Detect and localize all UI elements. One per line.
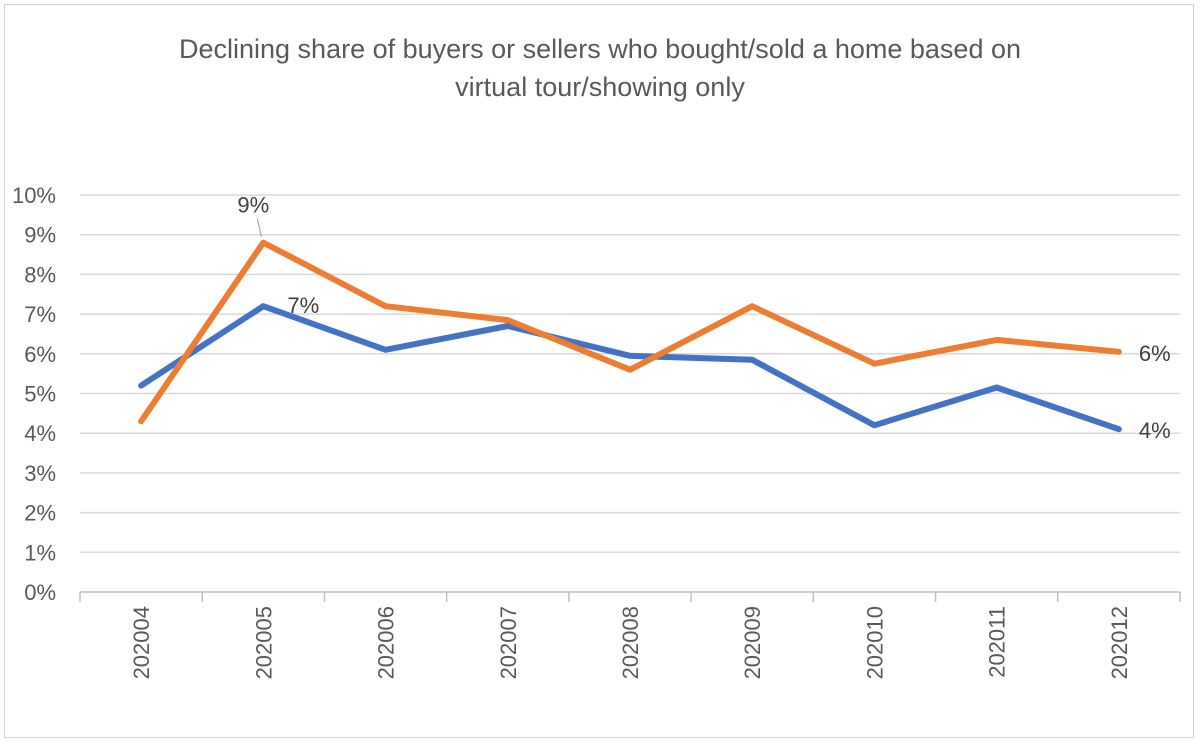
y-tick-label: 0%	[24, 580, 56, 605]
y-tick-label: 4%	[24, 421, 56, 446]
data-label-leader	[256, 218, 262, 237]
data-point	[996, 339, 998, 341]
x-tick-label: 202009	[740, 606, 765, 679]
chart-title-line-2: virtual tour/showing only	[455, 72, 745, 102]
data-point	[1118, 351, 1120, 353]
y-tick-label: 3%	[24, 461, 56, 486]
x-tick-label: 202012	[1107, 606, 1132, 679]
data-point	[629, 369, 631, 371]
data-point	[629, 355, 631, 357]
data-point	[140, 385, 142, 387]
data-point	[140, 420, 142, 422]
data-point	[751, 359, 753, 361]
data-point	[507, 325, 509, 327]
data-label: 9%	[237, 193, 269, 218]
data-point	[751, 305, 753, 307]
y-tick-label: 9%	[24, 223, 56, 248]
y-tick-label: 1%	[24, 540, 56, 565]
data-point	[385, 305, 387, 307]
data-label: 4%	[1139, 418, 1171, 443]
y-tick-label: 8%	[24, 262, 56, 287]
y-tick-label: 10%	[12, 183, 56, 208]
x-tick-label: 202008	[618, 606, 643, 679]
x-tick-label: 202005	[251, 606, 276, 679]
chart-frame	[4, 4, 1194, 738]
data-label: 7%	[287, 293, 319, 318]
y-tick-label: 6%	[24, 342, 56, 367]
y-tick-label: 2%	[24, 501, 56, 526]
data-point	[996, 387, 998, 389]
data-point	[262, 242, 264, 244]
data-label: 6%	[1139, 341, 1171, 366]
y-tick-label: 5%	[24, 382, 56, 407]
data-point	[873, 424, 875, 426]
data-point	[385, 349, 387, 351]
x-tick-label: 202004	[129, 606, 154, 679]
x-tick-label: 202011	[985, 606, 1010, 678]
x-tick-label: 202010	[862, 606, 887, 679]
x-tick-label: 202007	[496, 606, 521, 679]
chart-title-line-1: Declining share of buyers or sellers who…	[179, 34, 1021, 64]
data-point	[507, 319, 509, 321]
chart-title: Declining share of buyers or sellers who…	[0, 30, 1200, 106]
y-tick-label: 7%	[24, 302, 56, 327]
data-point	[1118, 428, 1120, 430]
x-tick-label: 202006	[374, 606, 399, 679]
data-point	[262, 305, 264, 307]
data-point	[873, 363, 875, 365]
